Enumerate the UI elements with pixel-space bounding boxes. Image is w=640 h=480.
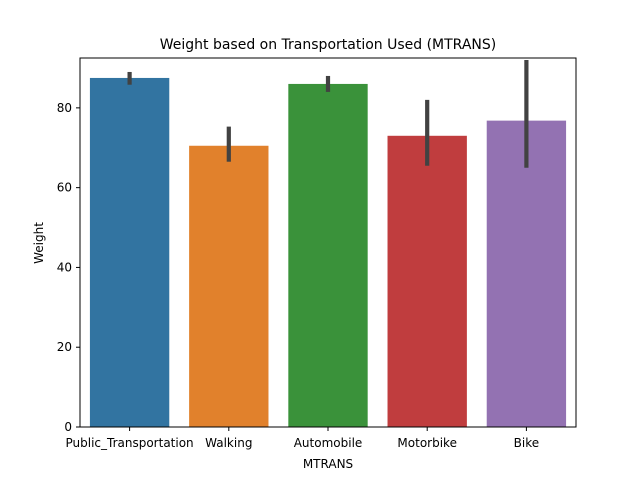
bar-walking [189, 145, 269, 428]
bar-motorbike [387, 135, 467, 427]
y-tick-label: 60 [57, 181, 72, 195]
y-axis-label: Weight [32, 222, 46, 264]
y-tick-label: 20 [57, 340, 72, 354]
x-tick-label: Bike [514, 436, 539, 450]
x-tick-label: Public_Transportation [66, 436, 194, 450]
x-axis-label: MTRANS [303, 457, 353, 471]
bars-group [89, 77, 567, 428]
error-bars-group [127, 59, 529, 168]
y-tick-label: 40 [57, 260, 72, 274]
x-tick-label: Walking [205, 436, 252, 450]
x-tick-label: Motorbike [397, 436, 457, 450]
x-tick-label: Automobile [294, 436, 363, 450]
chart-title: Weight based on Transportation Used (MTR… [160, 37, 497, 53]
bar-public-transportation [89, 77, 170, 427]
y-ticks-group: 0 20 40 60 80 [57, 101, 80, 434]
bar-automobile [288, 83, 368, 427]
bar-bike [486, 120, 567, 427]
y-tick-label: 0 [64, 420, 72, 434]
y-tick-label: 80 [57, 101, 72, 115]
x-ticks-group: Public_Transportation Walking Automobile Mo… [66, 427, 539, 450]
